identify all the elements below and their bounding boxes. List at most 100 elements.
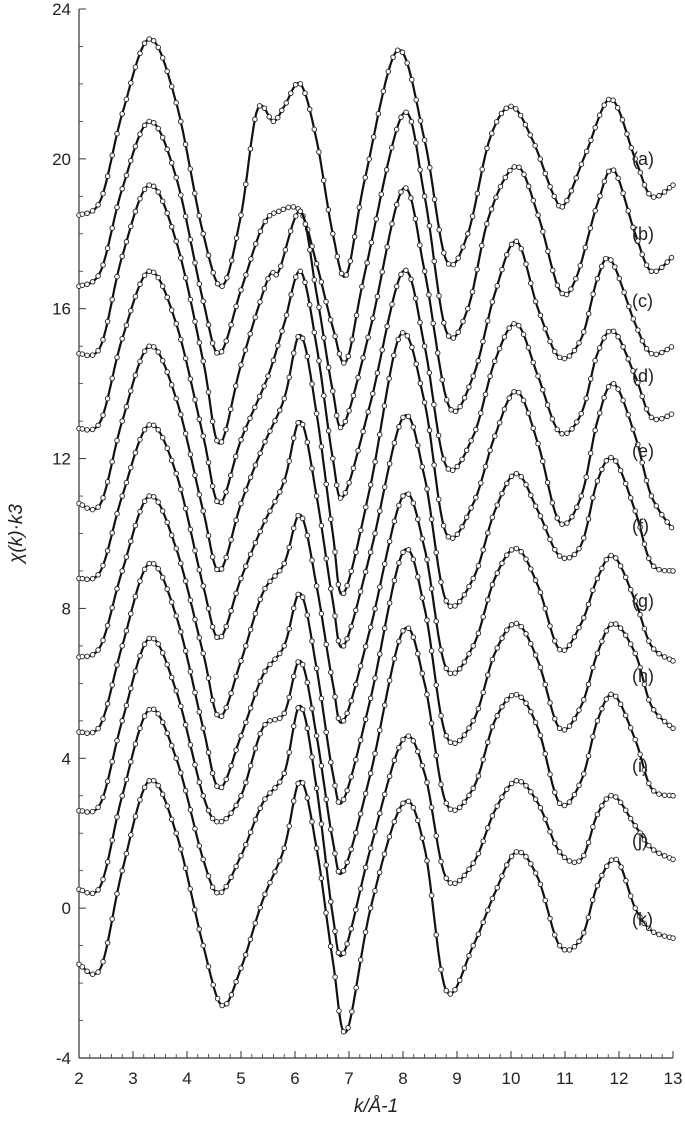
data-point [290, 204, 297, 210]
data-point [137, 358, 143, 365]
data-point [182, 275, 189, 281]
data-point [114, 437, 120, 444]
data-point [378, 191, 385, 197]
data-point [596, 112, 603, 118]
data-point [405, 547, 412, 553]
data-point [523, 261, 529, 267]
data-point [137, 653, 143, 659]
data-point [119, 643, 125, 649]
series-line [78, 111, 674, 365]
data-point [650, 929, 657, 935]
data-point [540, 387, 546, 393]
data-point [164, 146, 170, 153]
data-point [389, 220, 395, 227]
data-point [114, 814, 120, 820]
data-point [463, 447, 470, 454]
data-point [571, 943, 578, 950]
data-point [670, 725, 676, 732]
data-point [95, 202, 101, 208]
data-point [650, 646, 657, 652]
data-point [277, 650, 283, 657]
data-point [168, 382, 175, 388]
data-point [247, 331, 253, 337]
data-point [585, 753, 592, 759]
data-point [182, 787, 189, 794]
data-point [576, 938, 582, 945]
x-tick-label: 7 [344, 1069, 353, 1088]
data-point [498, 110, 505, 117]
data-point [95, 273, 101, 279]
data-point [601, 394, 607, 401]
data-point [323, 862, 329, 868]
data-point [299, 661, 306, 668]
data-point [247, 829, 254, 835]
data-point [114, 130, 120, 137]
y-tick-label: 8 [62, 599, 71, 618]
data-point [228, 536, 234, 543]
data-point [497, 183, 504, 190]
data-point [173, 470, 179, 477]
data-point [290, 605, 297, 611]
data-point [381, 851, 388, 857]
data-point [566, 799, 573, 805]
data-point [290, 798, 297, 804]
data-point [599, 872, 605, 879]
data-point [357, 957, 364, 963]
data-point [475, 705, 482, 712]
data-point [494, 884, 500, 891]
data-point [585, 839, 592, 846]
data-point [257, 904, 263, 911]
data-point [150, 635, 157, 642]
data-point [528, 492, 534, 498]
data-point [508, 473, 515, 480]
data-point [635, 327, 641, 333]
data-point [356, 204, 363, 211]
data-point [447, 991, 454, 997]
data-point [409, 344, 415, 351]
data-point [532, 577, 539, 584]
data-point [318, 875, 325, 881]
data-point [205, 963, 212, 970]
data-point [297, 81, 304, 87]
data-point [84, 576, 90, 583]
data-point [281, 560, 287, 567]
data-point [494, 645, 500, 651]
data-point [445, 261, 452, 267]
data-point [516, 322, 522, 329]
data-point [561, 727, 568, 733]
data-point [297, 268, 304, 275]
data-point [661, 654, 668, 660]
data-point [365, 409, 371, 415]
data-point [84, 889, 90, 896]
data-point [435, 432, 442, 439]
data-point [376, 869, 383, 876]
data-point [325, 364, 332, 371]
data-point [238, 852, 244, 859]
data-point [386, 677, 393, 684]
data-point [417, 167, 423, 173]
data-point [344, 859, 350, 866]
data-point [535, 373, 541, 379]
data-point [513, 470, 520, 477]
data-point [456, 804, 463, 811]
data-point [561, 555, 568, 562]
data-point [159, 198, 166, 204]
data-point [281, 710, 287, 717]
data-point [200, 650, 206, 657]
data-point [493, 194, 499, 201]
data-point [413, 361, 419, 367]
data-point [537, 156, 543, 162]
data-point [146, 778, 152, 784]
data-point [639, 338, 646, 344]
data-point [141, 40, 148, 47]
data-point [304, 353, 311, 360]
data-point [601, 102, 607, 108]
data-point [492, 358, 498, 364]
data-point [261, 383, 267, 389]
data-point [333, 482, 340, 488]
data-point [501, 334, 508, 340]
data-point [525, 183, 532, 190]
data-point [353, 756, 359, 763]
data-point [277, 715, 283, 721]
data-point [328, 586, 334, 592]
